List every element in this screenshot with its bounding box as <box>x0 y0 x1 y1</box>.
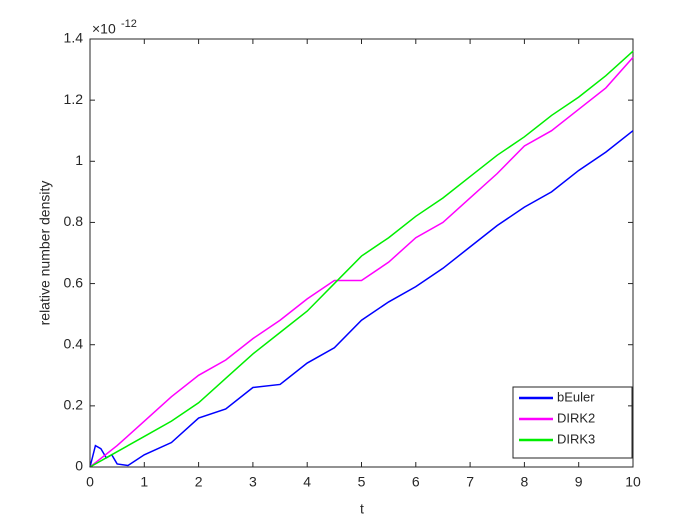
y-axis-label: relative number density <box>37 181 53 326</box>
legend-label: DIRK3 <box>557 431 595 446</box>
series-line <box>89 130 634 468</box>
y-tick-label: 0 <box>75 458 83 474</box>
x-tick-label: 2 <box>195 474 203 490</box>
x-tick-label: 6 <box>412 474 420 490</box>
legend-box <box>512 386 633 459</box>
x-tick-label: 9 <box>575 474 583 490</box>
series-line <box>89 56 634 468</box>
y-tick-label: 0.4 <box>64 335 84 351</box>
series-line <box>89 50 634 468</box>
x-tick-label: 10 <box>625 474 641 490</box>
y-tick-label: 0.6 <box>64 274 84 290</box>
x-tick-label: 1 <box>140 474 148 490</box>
y-tick-label: 1.4 <box>64 30 84 46</box>
series-layer <box>89 50 634 468</box>
x-tick-label: 4 <box>303 474 311 490</box>
x-axis-label: t <box>360 501 364 517</box>
x-tick-label: 0 <box>86 474 94 490</box>
x-tick-label: 3 <box>249 474 257 490</box>
y-tick-label: 1.2 <box>64 91 84 107</box>
x-tick-label: 8 <box>521 474 529 490</box>
y-tick-label: 0.2 <box>64 397 84 413</box>
x-tick-label: 7 <box>466 474 474 490</box>
x-tick-label: 5 <box>358 474 366 490</box>
y-tick-label: 0.8 <box>64 213 84 229</box>
legend-label: DIRK2 <box>557 410 595 425</box>
legend-label: bEuler <box>557 389 595 404</box>
y-multiplier-base: ×10 <box>92 21 116 37</box>
y-multiplier-exponent: -12 <box>121 18 137 30</box>
legend: bEuler DIRK2 DIRK3 <box>512 386 633 459</box>
y-tick-label: 1 <box>75 152 83 168</box>
